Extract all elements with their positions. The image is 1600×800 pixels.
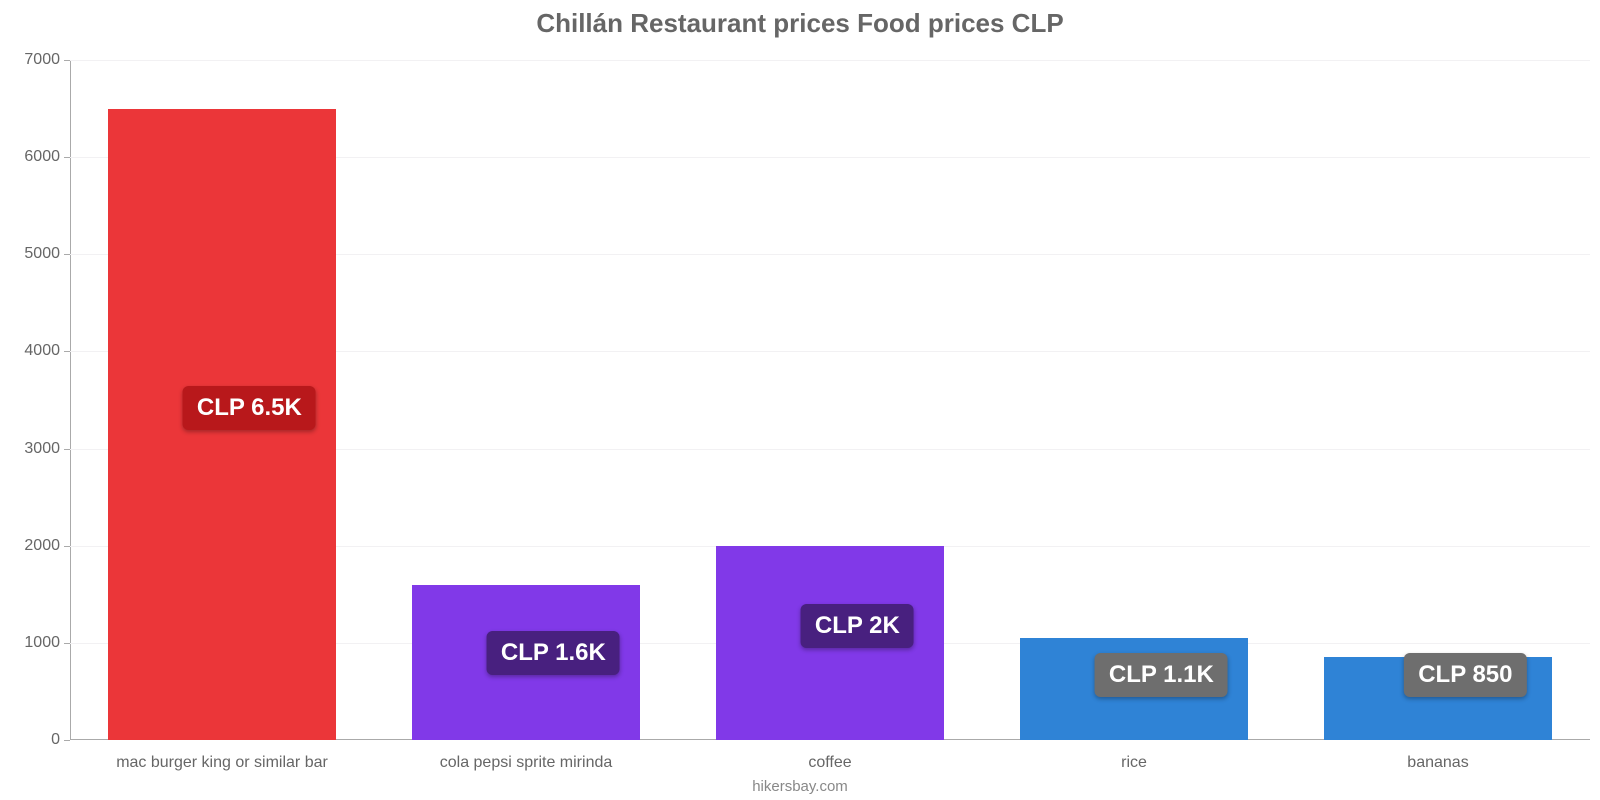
value-badge: CLP 1.1K <box>1095 653 1228 697</box>
plot-area: 01000200030004000500060007000mac burger … <box>70 60 1590 740</box>
x-tick-label: bananas <box>1407 740 1468 772</box>
chart-title: Chillán Restaurant prices Food prices CL… <box>0 8 1600 39</box>
y-tick-label: 0 <box>51 731 70 749</box>
y-tick-label: 1000 <box>24 634 70 652</box>
value-badge: CLP 1.6K <box>487 631 620 675</box>
y-tick-label: 5000 <box>24 245 70 263</box>
x-tick-label: coffee <box>808 740 851 772</box>
y-tick-label: 6000 <box>24 148 70 166</box>
value-badge: CLP 2K <box>801 604 914 648</box>
y-tick-label: 4000 <box>24 342 70 360</box>
grid-line <box>70 60 1590 61</box>
price-bar-chart: Chillán Restaurant prices Food prices CL… <box>0 0 1600 800</box>
y-tick-label: 2000 <box>24 537 70 555</box>
x-tick-label: mac burger king or similar bar <box>116 740 328 772</box>
x-tick-label: cola pepsi sprite mirinda <box>440 740 613 772</box>
y-tick-label: 7000 <box>24 51 70 69</box>
chart-footer: hikersbay.com <box>0 778 1600 795</box>
x-tick-label: rice <box>1121 740 1147 772</box>
value-badge: CLP 850 <box>1404 653 1526 697</box>
y-axis-line <box>70 60 71 740</box>
y-tick-label: 3000 <box>24 440 70 458</box>
value-badge: CLP 6.5K <box>183 386 316 430</box>
